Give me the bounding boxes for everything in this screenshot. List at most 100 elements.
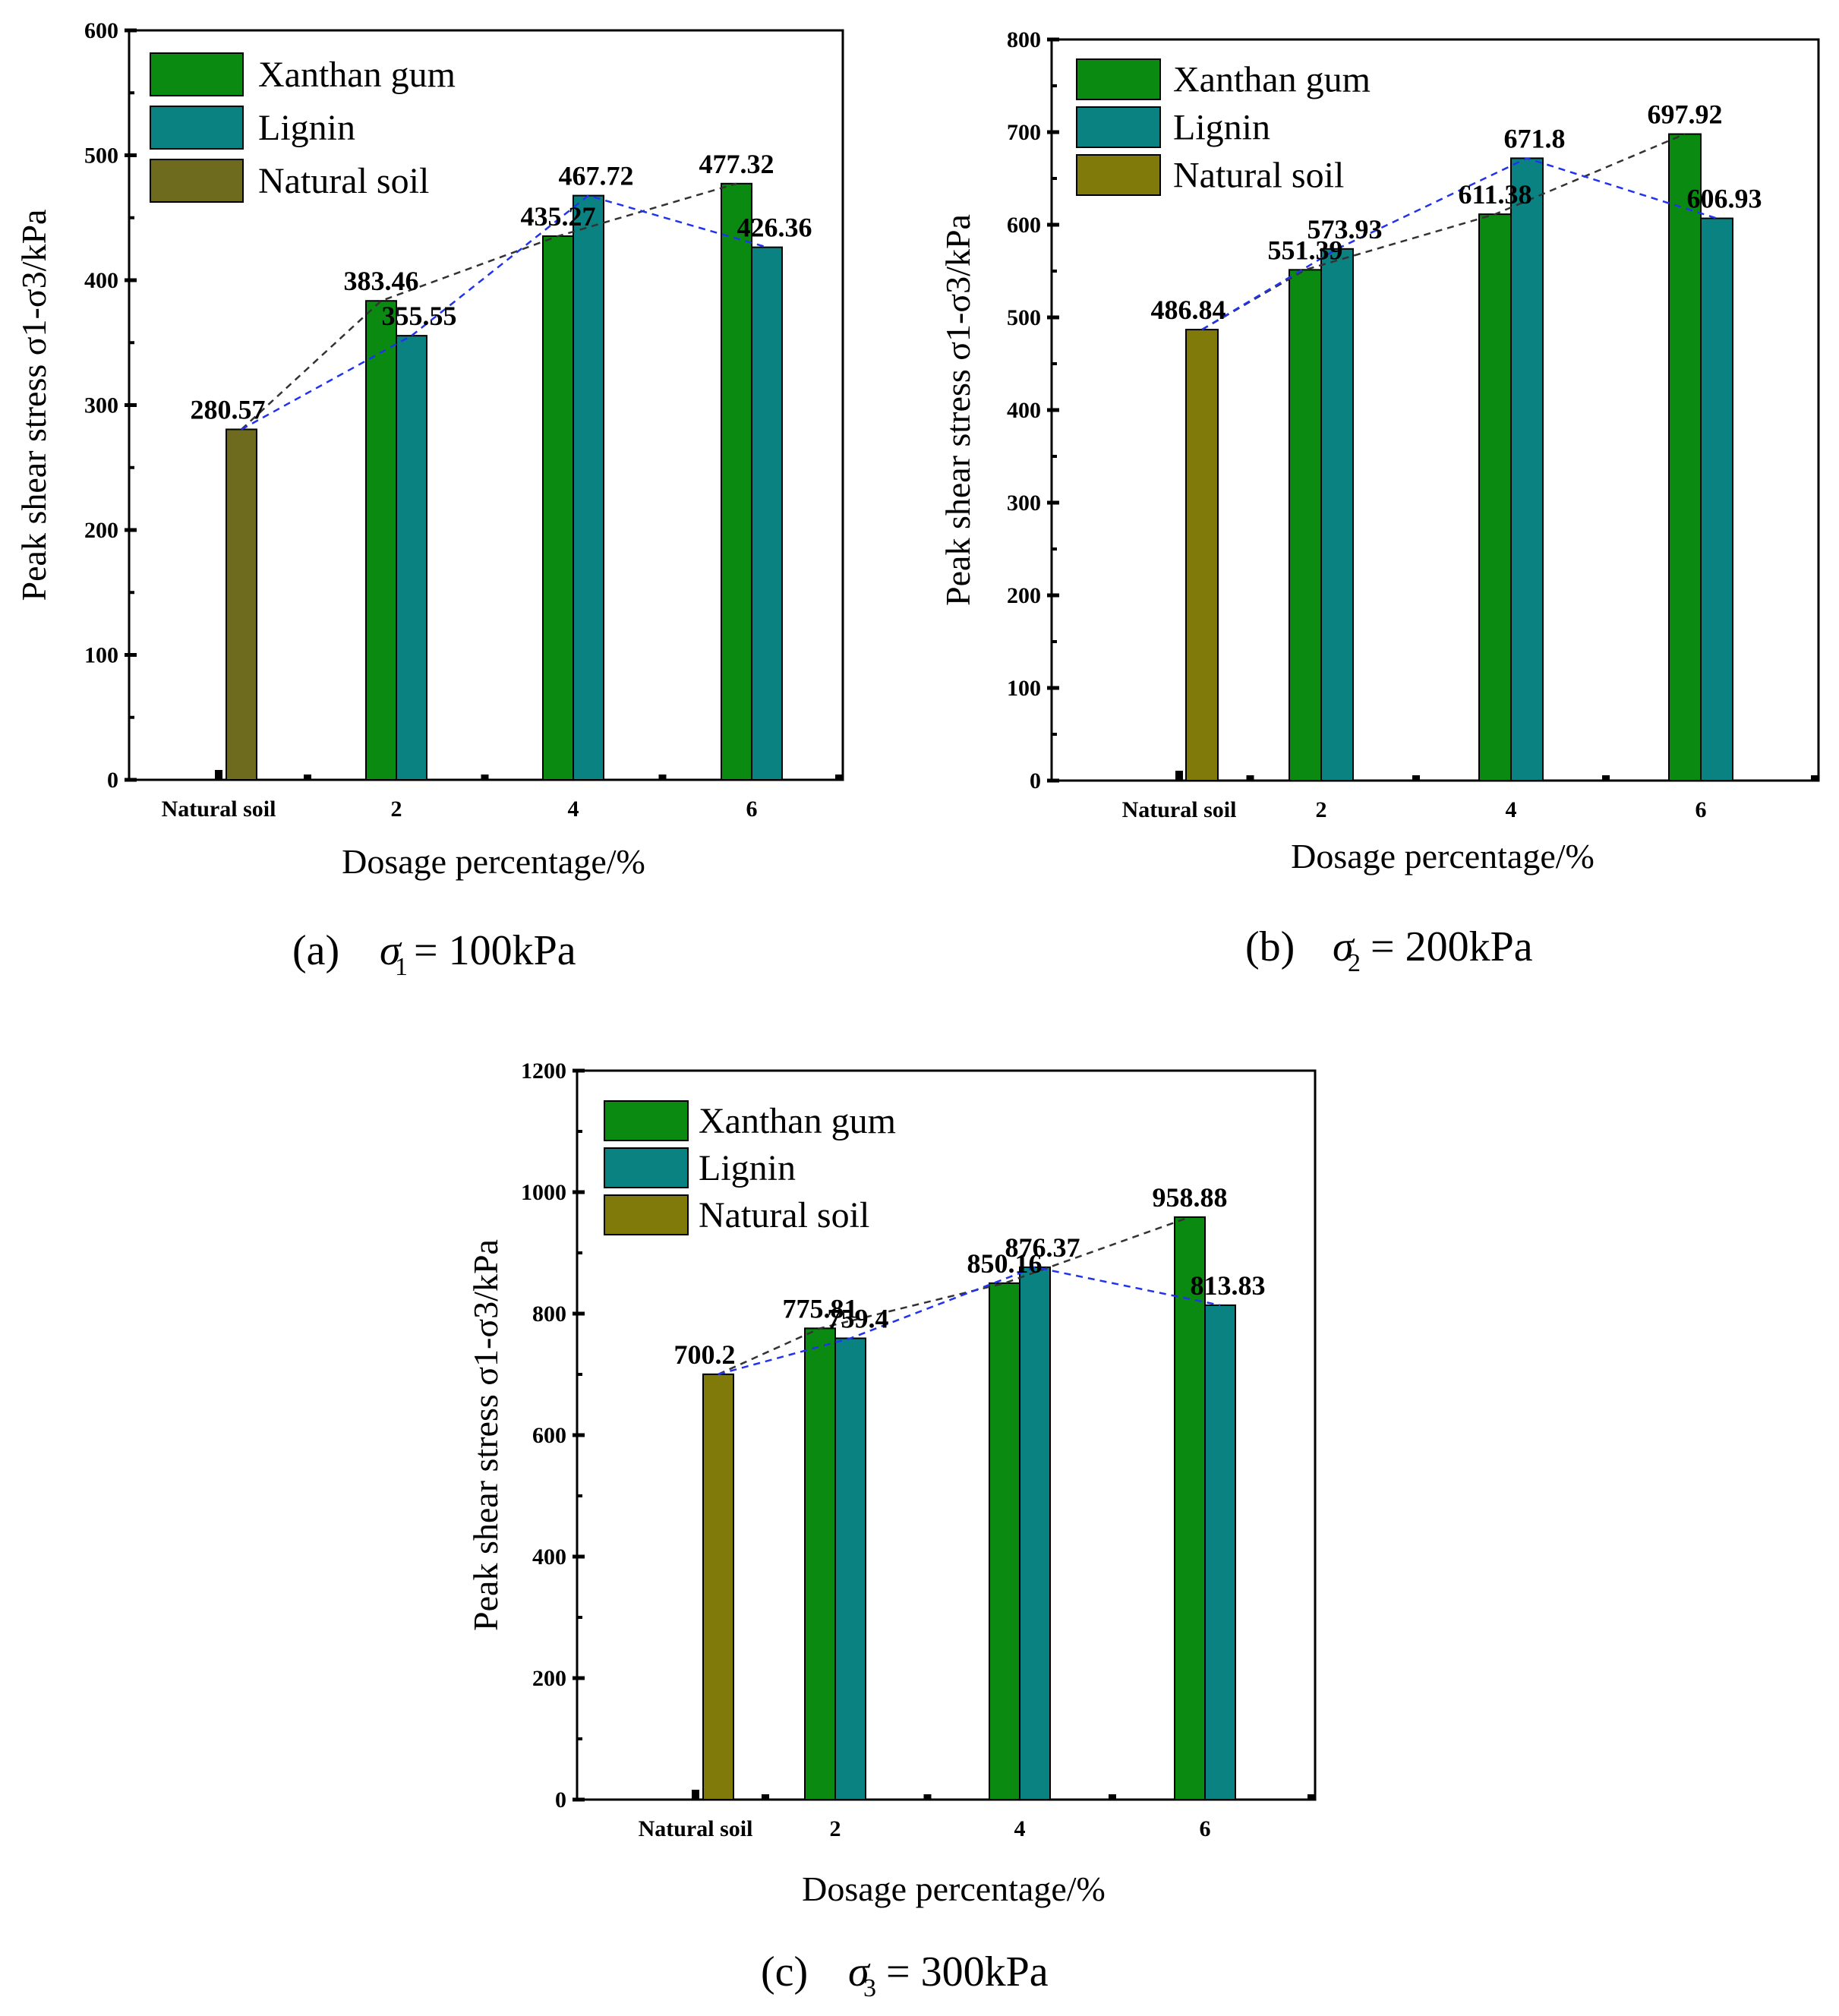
legend-label: Lignin	[258, 108, 355, 148]
y-tick-label: 400	[532, 1544, 566, 1570]
caption-sigma: σ	[380, 927, 402, 974]
value-label-xanthan-gum: 850.16	[967, 1248, 1043, 1279]
value-label-lignin: 573.93	[1307, 214, 1383, 245]
caption-subscript: 3	[863, 1974, 876, 2002]
chart-b: 0 100 200 300 400 500 600 700 800 Natural soil 2 4 6…	[938, 27, 1820, 977]
bar-xanthan-gum	[989, 1282, 1020, 1800]
x-tick-label: 2	[830, 1816, 841, 1841]
value-label-xanthan-gum: 611.38	[1458, 179, 1531, 210]
x-tick-label: Natural soil	[1122, 797, 1237, 822]
y-tick-label: 600	[1007, 213, 1041, 238]
y-tick-label: 0	[107, 768, 118, 793]
caption-subscript: 1	[395, 953, 408, 981]
x-tick-label: 2	[391, 797, 402, 822]
legend-swatch	[604, 1100, 689, 1141]
value-label-xanthan-gum: 477.32	[699, 149, 774, 179]
caption-label: (c)	[761, 1948, 808, 1995]
legend-swatch	[1076, 58, 1161, 100]
legend-label: Natural soil	[258, 161, 429, 201]
value-label-lignin: 876.37	[1005, 1232, 1080, 1263]
legend: Xanthan gum Lignin Natural soil	[604, 1100, 896, 1235]
trend-line-lignin	[718, 1266, 1221, 1376]
value-label-xanthan-gum: 383.46	[344, 266, 419, 296]
x-major-tick	[215, 770, 222, 780]
y-tick-label: 1200	[521, 1058, 566, 1084]
trend-line-lignin	[241, 194, 768, 431]
x-axis-title: Dosage percentage/%	[1291, 837, 1595, 875]
value-label-lignin: 606.93	[1687, 184, 1762, 214]
y-tick-label: 700	[1007, 120, 1041, 145]
x-tick-label: Natural soil	[162, 797, 276, 822]
bar-lignin	[751, 246, 783, 781]
bar-natural-soil	[1185, 329, 1219, 782]
caption-value: = 300kPa	[886, 1948, 1049, 1995]
bar-xanthan-gum	[721, 182, 752, 781]
y-tick-label: 200	[1007, 583, 1041, 608]
value-label-xanthan-gum: 775.81	[783, 1293, 858, 1323]
bar-xanthan-gum	[542, 235, 574, 781]
caption-sigma: σ	[848, 1948, 871, 1995]
panel-caption: (b) σ2 = 200kPa	[1245, 923, 1533, 977]
value-label-xanthan-gum: 697.92	[1648, 99, 1723, 130]
bar-lignin	[396, 335, 427, 781]
value-label-lignin: 759.4	[828, 1303, 889, 1333]
value-label-lignin: 671.8	[1504, 123, 1566, 153]
x-minor-tick	[923, 1794, 932, 1800]
value-label-xanthan-gum: 958.88	[1153, 1182, 1228, 1213]
legend-swatch	[1076, 154, 1161, 196]
x-minor-tick	[1109, 1794, 1116, 1800]
trend-line-lignin	[1201, 157, 1718, 331]
legend-label: Xanthan gum	[699, 1101, 896, 1141]
bar-lignin	[1510, 157, 1544, 782]
y-tick-label: 0	[555, 1787, 566, 1813]
legend-swatch	[150, 159, 244, 203]
bar-xanthan-gum	[1289, 269, 1322, 781]
y-tick-label: 600	[84, 18, 118, 43]
x-tick-label: 6	[1200, 1816, 1211, 1841]
value-label-lignin: 426.36	[737, 213, 812, 243]
value-label-lignin: 813.83	[1191, 1270, 1266, 1301]
x-minor-tick	[1246, 775, 1254, 781]
legend-swatch	[604, 1194, 689, 1235]
bar-xanthan-gum	[1174, 1216, 1206, 1800]
caption-value: = 100kPa	[414, 927, 576, 974]
y-tick-label: 400	[1007, 398, 1041, 423]
bar-lignin	[1019, 1266, 1051, 1801]
x-tick-label: 4	[1506, 797, 1517, 822]
bar-natural-soil	[226, 428, 257, 781]
x-minor-tick	[1412, 775, 1420, 781]
value-label-natural-soil: 280.57	[191, 394, 266, 424]
legend: Xanthan gum Lignin Natural soil	[1076, 58, 1371, 196]
value-label-lignin: 467.72	[559, 161, 634, 191]
trend-line-xanthan-gum	[718, 1216, 1191, 1375]
bar-xanthan-gum	[1668, 133, 1702, 781]
y-tick-label: 200	[532, 1666, 566, 1691]
x-minor-tick	[1307, 1794, 1315, 1800]
x-minor-tick	[1602, 775, 1610, 781]
caption-value: = 200kPa	[1371, 923, 1533, 970]
legend-label: Natural soil	[1173, 156, 1344, 196]
panel-caption: (a) σ1 = 100kPa	[292, 927, 576, 981]
chart-a: 0 100 200 300 400 500 600 Natural soil 2 4 6 280.57…	[14, 18, 844, 981]
value-label-xanthan-gum: 435.27	[521, 201, 596, 232]
bar-xanthan-gum	[1478, 213, 1512, 781]
legend-label: Xanthan gum	[1173, 60, 1371, 100]
x-major-tick	[692, 1790, 699, 1800]
bar-lignin	[834, 1337, 866, 1800]
legend-label: Xanthan gum	[258, 55, 456, 95]
bar-xanthan-gum	[365, 300, 397, 781]
y-axis-title: Peak shear stress σ1-σ3/kPa	[466, 1239, 505, 1631]
legend-swatch	[604, 1147, 689, 1188]
legend-swatch	[150, 52, 244, 96]
legend-swatch	[150, 106, 244, 150]
trend-line-xanthan-gum	[241, 182, 737, 431]
y-tick-label: 300	[1007, 491, 1041, 516]
x-minor-tick	[762, 1794, 769, 1800]
y-tick-label: 100	[84, 643, 118, 668]
y-tick-label: 600	[532, 1423, 566, 1448]
y-tick-label: 0	[1030, 768, 1041, 793]
x-tick-label: 2	[1316, 797, 1327, 822]
bar-lignin	[1204, 1304, 1236, 1801]
x-tick-label: 6	[1695, 797, 1707, 822]
